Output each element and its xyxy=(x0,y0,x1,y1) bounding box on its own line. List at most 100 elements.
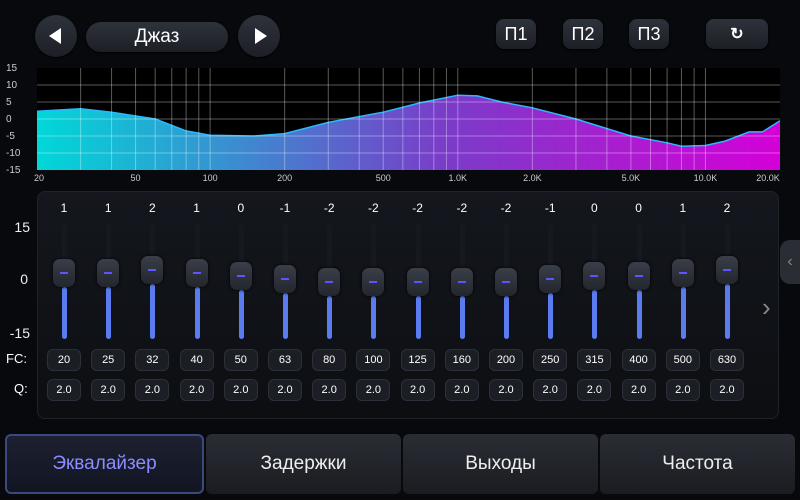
band-fc-field[interactable]: 63 xyxy=(268,349,302,371)
band-fc-field[interactable]: 315 xyxy=(577,349,612,371)
x-tick-label: 50 xyxy=(130,173,141,183)
band-slider-fill xyxy=(504,296,509,339)
tab-frequency[interactable]: Частота xyxy=(600,434,795,494)
band-q-field[interactable]: 2.0 xyxy=(223,379,258,401)
band-slider-knob[interactable] xyxy=(185,258,208,287)
band-fc-field[interactable]: 160 xyxy=(444,349,479,371)
preset-p2-button[interactable]: П2 xyxy=(563,19,603,49)
band-slider-knob[interactable] xyxy=(495,268,517,297)
band-slider-knob[interactable] xyxy=(583,262,606,290)
band-gain-value: 1 xyxy=(679,201,687,215)
band-fc-field[interactable]: 40 xyxy=(179,349,214,371)
band-fc-field[interactable]: 250 xyxy=(533,349,568,371)
band-q-field[interactable]: 2.0 xyxy=(621,379,656,401)
band-q-field[interactable]: 2.0 xyxy=(489,379,523,401)
band-q-field[interactable]: 2.0 xyxy=(91,379,126,401)
band-q-field[interactable]: 2.0 xyxy=(533,379,568,401)
band-gain-value: -1 xyxy=(279,201,291,215)
band-slider-fill xyxy=(459,296,465,339)
band-slider-fill xyxy=(327,296,333,339)
x-tick-label: 200 xyxy=(277,173,293,183)
band-q-field[interactable]: 2.0 xyxy=(665,379,700,401)
band-gain-value: -2 xyxy=(456,201,468,215)
band-gain-value: -2 xyxy=(412,201,423,215)
band-fc-field[interactable]: 500 xyxy=(665,349,700,371)
band-q-field[interactable]: 2.0 xyxy=(312,379,347,401)
next-bands-button[interactable]: › xyxy=(762,292,771,322)
tab-delays[interactable]: Задержки xyxy=(206,434,401,494)
x-tick-label: 5.0K xyxy=(621,173,641,183)
band-slider-knob[interactable] xyxy=(53,258,75,287)
x-tick-label: 100 xyxy=(202,173,218,183)
band-gain-value: 1 xyxy=(60,201,68,215)
band-slider-knob[interactable] xyxy=(450,268,473,297)
band-slider-knob[interactable] xyxy=(141,255,164,284)
band-q-field[interactable]: 2.0 xyxy=(356,379,391,401)
band-fc-field[interactable]: 80 xyxy=(312,349,347,371)
band-fc-field[interactable]: 630 xyxy=(710,349,744,371)
y-tick-label: 0 xyxy=(6,114,12,125)
tab-outputs[interactable]: Выходы xyxy=(403,434,598,494)
band-slider-knob[interactable] xyxy=(274,265,296,294)
band-slider-fill xyxy=(680,286,686,339)
band-slider-fill xyxy=(238,290,244,339)
preset-p1-button[interactable]: П1 xyxy=(496,19,536,49)
band-fc-field[interactable]: 25 xyxy=(91,349,126,371)
y-tick-label: -5 xyxy=(6,131,15,142)
band-fc-field[interactable]: 32 xyxy=(135,349,170,371)
y-tick-label: 10 xyxy=(6,80,18,91)
band-fc-field[interactable]: 100 xyxy=(356,349,391,371)
band-slider-knob[interactable] xyxy=(362,268,385,297)
band-slider-knob[interactable] xyxy=(229,262,252,290)
gain-scale-label: 15 xyxy=(14,219,30,235)
band-slider-fill xyxy=(150,283,156,339)
band-gain-value: 2 xyxy=(149,201,156,215)
band-fc-field[interactable]: 20 xyxy=(47,349,81,371)
band-slider-knob[interactable] xyxy=(318,268,341,297)
band-q-field[interactable]: 2.0 xyxy=(135,379,170,401)
eq-panel: 1 20 2.0 1 25 2.0 2 32 2.0 1 40 2.0 0 50 2.0 -1 63 2.0 -2 8… xyxy=(37,191,779,419)
band-fc-field[interactable]: 200 xyxy=(489,349,523,371)
band-q-field[interactable]: 2.0 xyxy=(577,379,612,401)
x-tick-label: 1.0K xyxy=(448,173,468,183)
band-slider-knob[interactable] xyxy=(671,258,694,287)
reset-button[interactable]: ↻ xyxy=(706,19,768,49)
band-slider-knob[interactable] xyxy=(406,268,429,297)
band-slider-fill xyxy=(725,283,730,339)
prev-preset-button[interactable] xyxy=(35,15,77,57)
y-tick-label: -10 xyxy=(6,148,21,159)
band-slider-knob[interactable] xyxy=(716,255,738,284)
band-q-field[interactable]: 2.0 xyxy=(268,379,302,401)
band-q-field[interactable]: 2.0 xyxy=(710,379,744,401)
eq-response-graph xyxy=(36,68,781,170)
q-label: Q: xyxy=(14,381,28,396)
band-slider-knob[interactable] xyxy=(97,258,120,287)
triangle-left-icon xyxy=(48,28,61,44)
band-slider-knob[interactable] xyxy=(627,262,650,290)
band-fc-field[interactable]: 50 xyxy=(223,349,258,371)
band-slider-knob[interactable] xyxy=(539,265,562,294)
band-fc-field[interactable]: 400 xyxy=(621,349,656,371)
fc-label: FC: xyxy=(6,351,27,366)
band-q-field[interactable]: 2.0 xyxy=(179,379,214,401)
band-gain-value: -1 xyxy=(544,201,556,215)
x-tick-label: 10.0K xyxy=(693,173,718,183)
band-fc-field[interactable]: 125 xyxy=(400,349,435,371)
preset-p3-button[interactable]: П3 xyxy=(629,19,669,49)
side-handle[interactable]: ‹ xyxy=(780,240,800,284)
gain-scale-label: 0 xyxy=(20,271,28,287)
x-tick-label: 500 xyxy=(375,173,391,183)
tab-equalizer[interactable]: Эквалайзер xyxy=(5,434,204,494)
band-slider-fill xyxy=(371,296,377,339)
reset-icon: ↻ xyxy=(730,26,744,43)
gain-scale-label: -15 xyxy=(9,325,30,341)
band-slider-fill xyxy=(62,286,67,339)
band-q-field[interactable]: 2.0 xyxy=(400,379,435,401)
band-slider-fill xyxy=(283,293,288,339)
response-curve xyxy=(36,94,781,147)
band-q-field[interactable]: 2.0 xyxy=(47,379,81,401)
triangle-right-icon xyxy=(254,28,267,44)
next-preset-button[interactable] xyxy=(238,15,280,57)
band-q-field[interactable]: 2.0 xyxy=(444,379,479,401)
band-slider-fill xyxy=(636,290,642,339)
